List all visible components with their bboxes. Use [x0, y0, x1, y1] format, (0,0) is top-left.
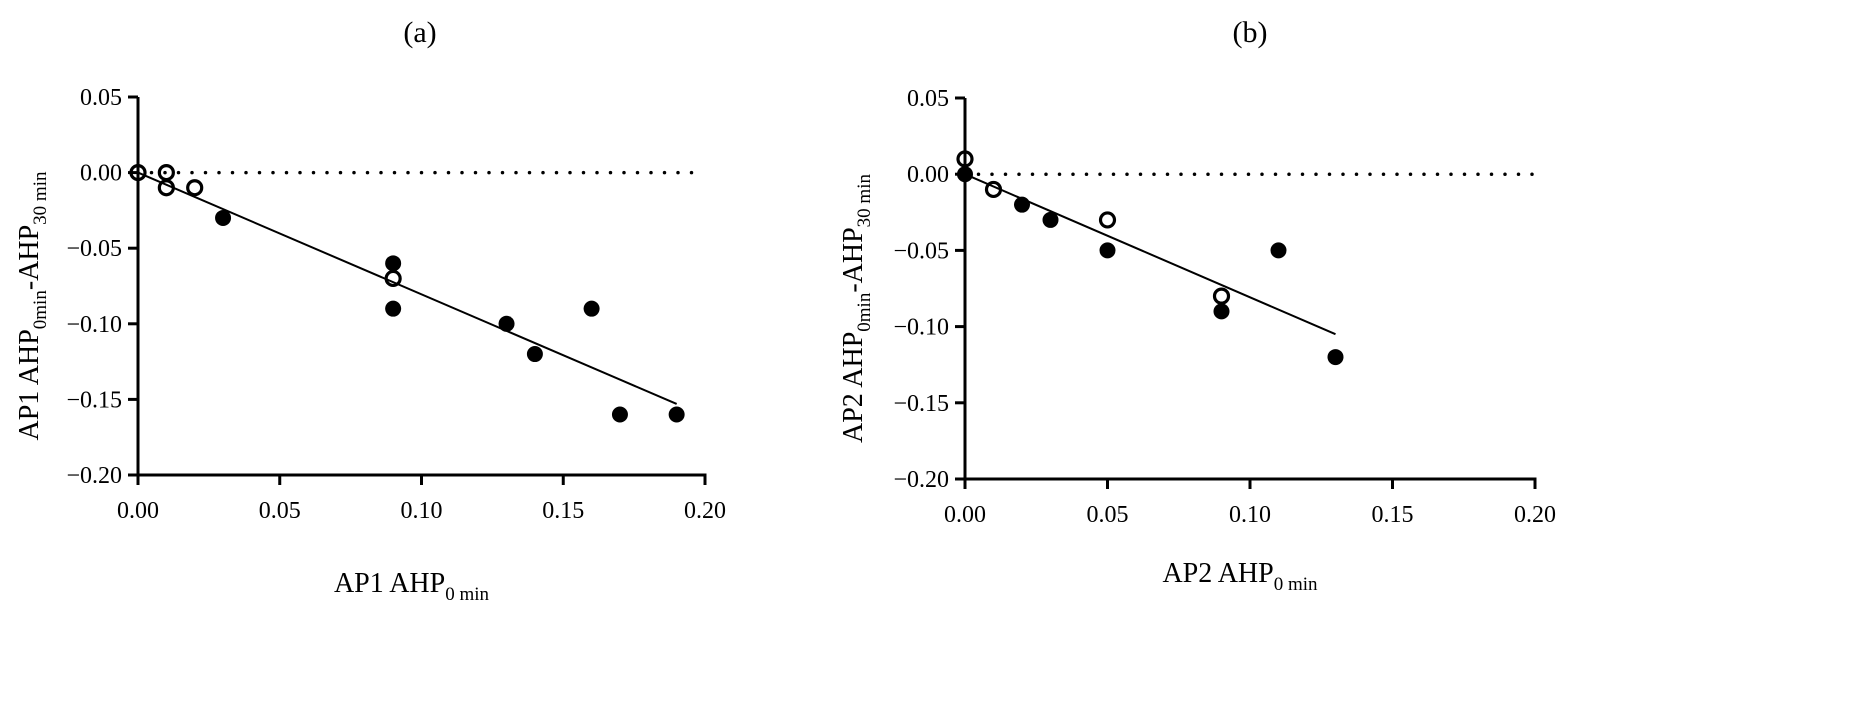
y-axis-label-subscript: 0min: [30, 290, 51, 330]
y-tick-label: −0.10: [66, 312, 122, 338]
y-tick-label: −0.20: [893, 467, 949, 493]
filled-data-point: [1213, 303, 1230, 320]
open-data-point: [129, 164, 147, 182]
x-axis-label: AP2 AHP0 min: [1162, 558, 1318, 595]
filled-data-point: [1270, 242, 1287, 259]
y-tick-label: −0.15: [893, 391, 949, 417]
x-tick-label: 0.00: [117, 498, 159, 524]
filled-data-point: [1014, 196, 1030, 213]
filled-data-point: [1042, 211, 1059, 228]
y-axis-label-subscript: 0min: [854, 292, 875, 332]
x-tick-label: 0.15: [542, 498, 584, 524]
x-axis-label-subscript: 0 min: [445, 584, 489, 605]
x-tick-label: 0.15: [1372, 502, 1414, 528]
y-tick-label: −0.15: [66, 387, 122, 413]
y-axis-label-main: AP2 AHP: [838, 332, 869, 443]
x-tick-label: 0.10: [401, 498, 443, 524]
filled-data-point: [498, 315, 515, 332]
y-tick-label: −0.10: [893, 315, 949, 341]
y-axis-label-main: -AHP: [14, 225, 45, 290]
y-axis-label: AP2 AHP0min-AHP30 min: [838, 174, 875, 443]
filled-data-point: [583, 300, 600, 317]
filled-data-point: [957, 166, 973, 183]
filled-data-point: [1099, 242, 1116, 259]
y-axis-label: AP1 AHP0min-AHP30 min: [14, 171, 51, 440]
x-tick-label: 0.20: [684, 498, 726, 524]
y-tick-label: 0.05: [907, 86, 949, 112]
y-tick-label: −0.05: [66, 236, 122, 262]
y-axis-label-subscript: 30 min: [30, 171, 51, 225]
y-axis-label-subscript: 30 min: [854, 174, 875, 228]
open-data-point: [384, 269, 402, 288]
x-tick-label: 0.10: [1229, 502, 1271, 528]
x-axis-label-main: AP1 AHP: [334, 568, 445, 599]
filled-data-point: [611, 406, 628, 423]
y-tick-label: 0.05: [80, 85, 122, 111]
open-data-point: [956, 150, 974, 168]
filled-data-point: [385, 255, 402, 272]
filled-data-point: [215, 209, 232, 226]
x-tick-label: 0.20: [1514, 502, 1556, 528]
regression-line: [137, 171, 678, 405]
x-axis-label: AP1 AHP0 min: [334, 568, 490, 605]
open-data-point: [1212, 287, 1231, 305]
y-tick-label: −0.05: [893, 238, 949, 264]
filled-data-point: [668, 406, 685, 423]
x-tick-label: 0.05: [1087, 502, 1129, 528]
y-tick-label: −0.20: [66, 463, 122, 489]
open-data-point: [984, 180, 1003, 199]
y-axis-label-main: AP1 AHP: [14, 329, 45, 440]
x-tick-label: 0.05: [259, 498, 301, 524]
y-axis-label-main: -AHP: [838, 227, 869, 292]
open-data-point: [157, 179, 175, 197]
x-axis-label-subscript: 0 min: [1274, 574, 1318, 595]
open-data-point: [1098, 211, 1117, 229]
filled-data-point: [1327, 349, 1344, 366]
chart-title: (b): [1233, 16, 1268, 49]
x-axis-label-main: AP2 AHP: [1162, 558, 1273, 589]
filled-data-point: [526, 346, 543, 363]
y-tick-label: 0.00: [80, 161, 122, 187]
open-data-point: [186, 179, 204, 197]
filled-data-point: [385, 300, 402, 317]
chart-b: (b) 0.00 0.05 0.10 0.15 0.20 0.05 0.00 −0.05 −0.1…: [838, 16, 1556, 595]
x-tick-label: 0.00: [944, 502, 986, 528]
chart-a: (a) 0.00 0.05 0.10 0.15 0.20 0.05 0.00 −0.05 −0.1…: [14, 16, 726, 605]
y-tick-label: 0.00: [907, 162, 949, 188]
chart-title: (a): [403, 16, 436, 49]
